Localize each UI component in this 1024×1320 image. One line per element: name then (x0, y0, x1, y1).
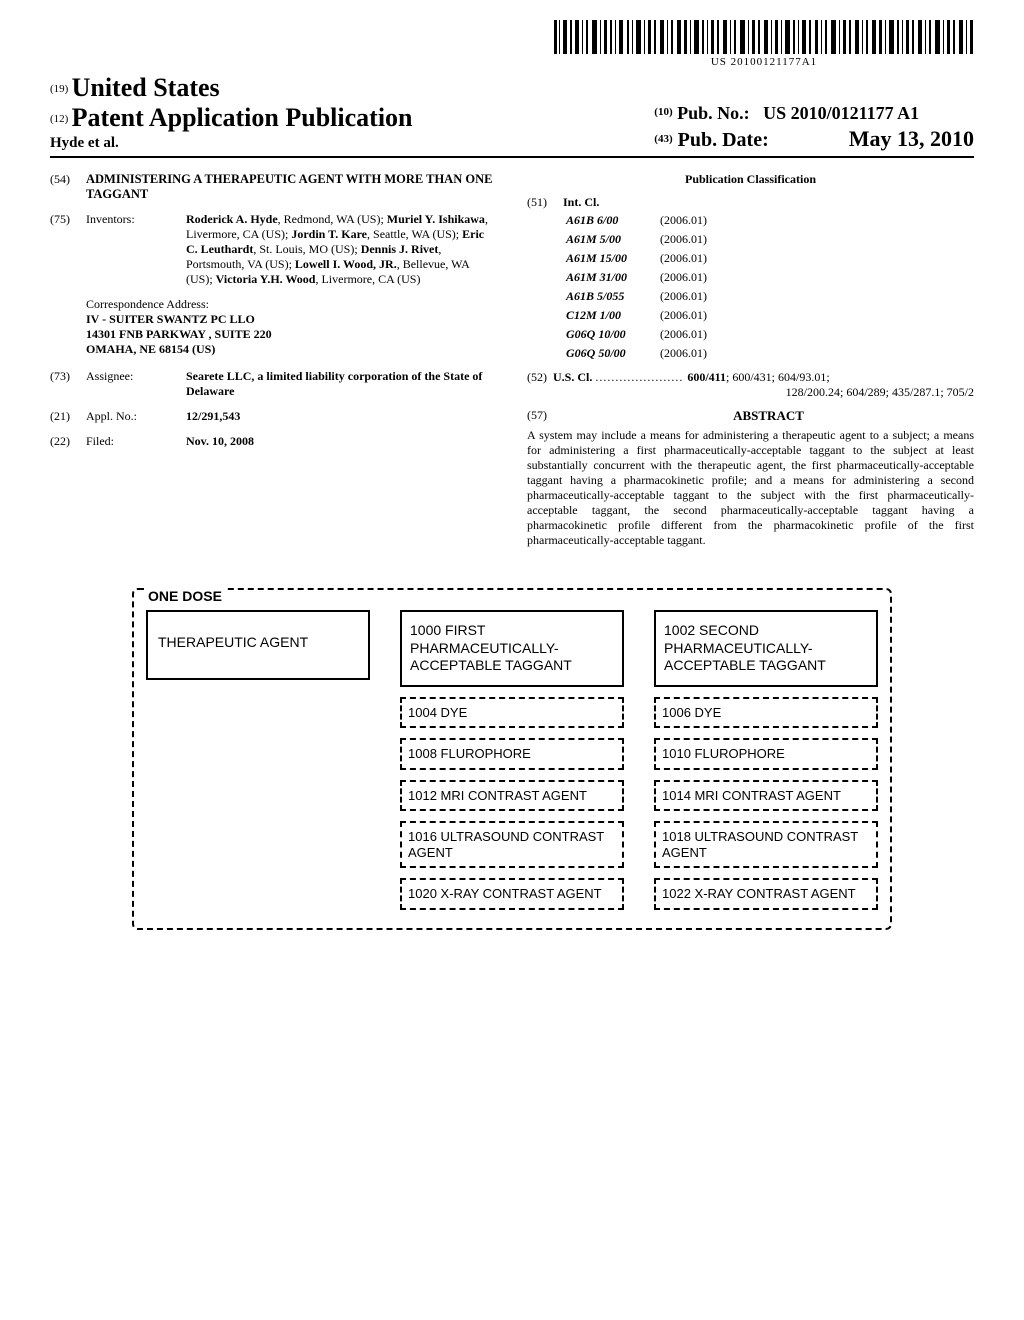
applno-code: (21) (50, 409, 86, 424)
intcl-table: A61B 6/00(2006.01) A61M 5/00(2006.01) A6… (563, 210, 739, 364)
taggant-2-item: 1014 MRI CONTRAST AGENT (654, 780, 878, 812)
correspondence-line-2: OMAHA, NE 68154 (US) (86, 342, 497, 357)
correspondence-address: Correspondence Address: IV - SUITER SWAN… (86, 297, 497, 357)
intcl-row-code: A61B 5/055 (565, 288, 657, 305)
taggant-1-header: 1000 FIRST PHARMACEUTICALLY-ACCEPTABLE T… (400, 610, 624, 687)
intcl-row-code: G06Q 10/00 (565, 326, 657, 343)
taggant-2-item: 1010 FLUROPHORE (654, 738, 878, 770)
intcl-row-ver: (2006.01) (659, 250, 737, 267)
taggant-1-item: 1020 X-RAY CONTRAST AGENT (400, 878, 624, 910)
therapeutic-agent-box: THERAPEUTIC AGENT (146, 610, 370, 680)
taggant-1-item: 1004 DYE (400, 697, 624, 729)
abstract-text: A system may include a means for adminis… (527, 428, 974, 548)
inventors-code: (75) (50, 212, 86, 287)
assignee-value: Searete LLC, a limited liability corpora… (186, 369, 497, 399)
authors-short: Hyde et al. (50, 135, 413, 152)
correspondence-label: Correspondence Address: (86, 297, 497, 312)
pubdate-code: (43) (654, 133, 672, 145)
intcl-row-ver: (2006.01) (659, 345, 737, 362)
invention-title: ADMINISTERING A THERAPEUTIC AGENT WITH M… (86, 172, 497, 202)
dose-label: ONE DOSE (144, 588, 226, 604)
uscl-code: (52) (527, 370, 547, 384)
uscl-value: 600/411 (687, 370, 726, 384)
intcl-row-ver: (2006.01) (659, 212, 737, 229)
abstract-label: ABSTRACT (563, 408, 974, 424)
correspondence-line-1: 14301 FNB PARKWAY , SUITE 220 (86, 327, 497, 342)
header: (19) United States (12) Patent Applicati… (50, 73, 974, 158)
barcode-block: US 20100121177A1 (50, 20, 974, 69)
assignee-label: Assignee: (86, 369, 186, 399)
assignee-code: (73) (50, 369, 86, 399)
taggant-1-item: 1016 ULTRASOUND CONTRAST AGENT (400, 821, 624, 868)
barcode-icon: US 20100121177A1 (554, 20, 974, 68)
intcl-row-code: C12M 1/00 (565, 307, 657, 324)
correspondence-line-0: IV - SUITER SWANTZ PC LLO (86, 312, 497, 327)
intcl-row-ver: (2006.01) (659, 231, 737, 248)
country-name: United States (72, 73, 220, 102)
figure-diagram: ONE DOSE THERAPEUTIC AGENT 1000 FIRST PH… (132, 588, 892, 930)
intcl-row-code: G06Q 50/00 (565, 345, 657, 362)
country-code: (19) (50, 83, 68, 95)
taggant-2-header: 1002 SECOND PHARMACEUTICALLY-ACCEPTABLE … (654, 610, 878, 687)
pubdate-value: May 13, 2010 (849, 126, 974, 151)
taggant-1-item: 1008 FLUROPHORE (400, 738, 624, 770)
taggant-1-item: 1012 MRI CONTRAST AGENT (400, 780, 624, 812)
uscl-dots: ...................... (595, 370, 687, 384)
applno-value: 12/291,543 (186, 409, 497, 424)
intcl-row-code: A61M 31/00 (565, 269, 657, 286)
uscl-label: U.S. Cl. (553, 370, 592, 384)
intcl-row-ver: (2006.01) (659, 307, 737, 324)
abstract-code: (57) (527, 408, 563, 428)
pub-code: (12) (50, 113, 68, 125)
applno-label: Appl. No.: (86, 409, 186, 424)
filed-code: (22) (50, 434, 86, 449)
intcl-label: Int. Cl. (563, 195, 599, 210)
pubdate-label: Pub. Date: (678, 129, 769, 151)
inventors-label: Inventors: (86, 212, 186, 287)
taggant-2-item: 1018 ULTRASOUND CONTRAST AGENT (654, 821, 878, 868)
classification-header: Publication Classification (527, 172, 974, 187)
taggant-2-item: 1022 X-RAY CONTRAST AGENT (654, 878, 878, 910)
intcl-code: (51) (527, 195, 563, 210)
filed-value: Nov. 10, 2008 (186, 434, 497, 449)
filed-label: Filed: (86, 434, 186, 449)
barcode-text: US 20100121177A1 (554, 56, 974, 68)
intcl-row-ver: (2006.01) (659, 288, 737, 305)
pubno-label: Pub. No.: (677, 103, 750, 123)
intcl-row-ver: (2006.01) (659, 269, 737, 286)
intcl-row-code: A61M 15/00 (565, 250, 657, 267)
publication-type: Patent Application Publication (72, 103, 413, 132)
intcl-row-code: A61B 6/00 (565, 212, 657, 229)
title-code: (54) (50, 172, 86, 202)
pubno-value: US 2010/0121177 A1 (763, 103, 919, 123)
intcl-row-ver: (2006.01) (659, 326, 737, 343)
inventors-value: Roderick A. Hyde, Redmond, WA (US); Muri… (186, 212, 497, 287)
pubno-code: (10) (654, 106, 672, 118)
taggant-2-item: 1006 DYE (654, 697, 878, 729)
intcl-row-code: A61M 5/00 (565, 231, 657, 248)
